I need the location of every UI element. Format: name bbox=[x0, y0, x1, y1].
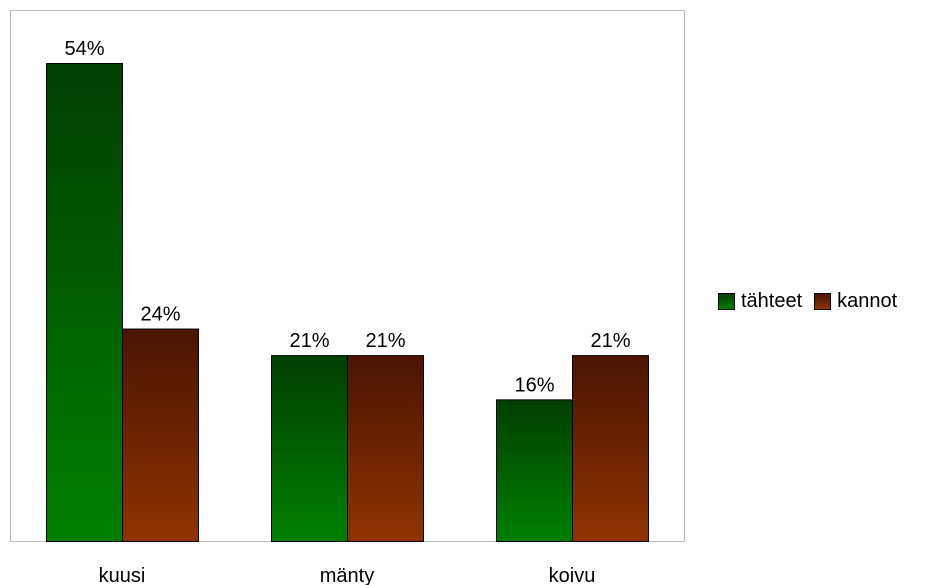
value-label-kuusi-0: 54% bbox=[64, 38, 104, 60]
value-label-kuusi-1: 24% bbox=[140, 304, 180, 326]
bar-kuusi-0 bbox=[46, 63, 123, 542]
value-label-koivu-1: 21% bbox=[590, 330, 630, 352]
value-label-koivu-0: 16% bbox=[514, 374, 554, 396]
bar-koivu-1 bbox=[572, 355, 649, 542]
legend-item-kannot: kannot bbox=[814, 290, 897, 313]
bar-kuusi-1 bbox=[122, 328, 199, 542]
category-label-0: kuusi bbox=[99, 565, 146, 585]
bar-mänty-1 bbox=[347, 355, 424, 542]
legend-label-kannot: kannot bbox=[837, 290, 898, 312]
category-label-1: mänty bbox=[320, 565, 374, 585]
legend-swatch-kannot bbox=[814, 293, 832, 310]
value-label-mänty-0: 21% bbox=[289, 330, 329, 352]
legend-swatch-tahteet bbox=[718, 293, 735, 310]
legend-item-tahteet: tähteet bbox=[718, 290, 802, 313]
legend-label-tahteet: tähteet bbox=[741, 290, 803, 312]
bar-mänty-0 bbox=[271, 355, 348, 542]
value-label-mänty-1: 21% bbox=[365, 330, 405, 352]
bar-koivu-0 bbox=[496, 399, 573, 542]
category-label-2: koivu bbox=[549, 565, 596, 585]
legend: tähteet kannot bbox=[718, 290, 909, 313]
